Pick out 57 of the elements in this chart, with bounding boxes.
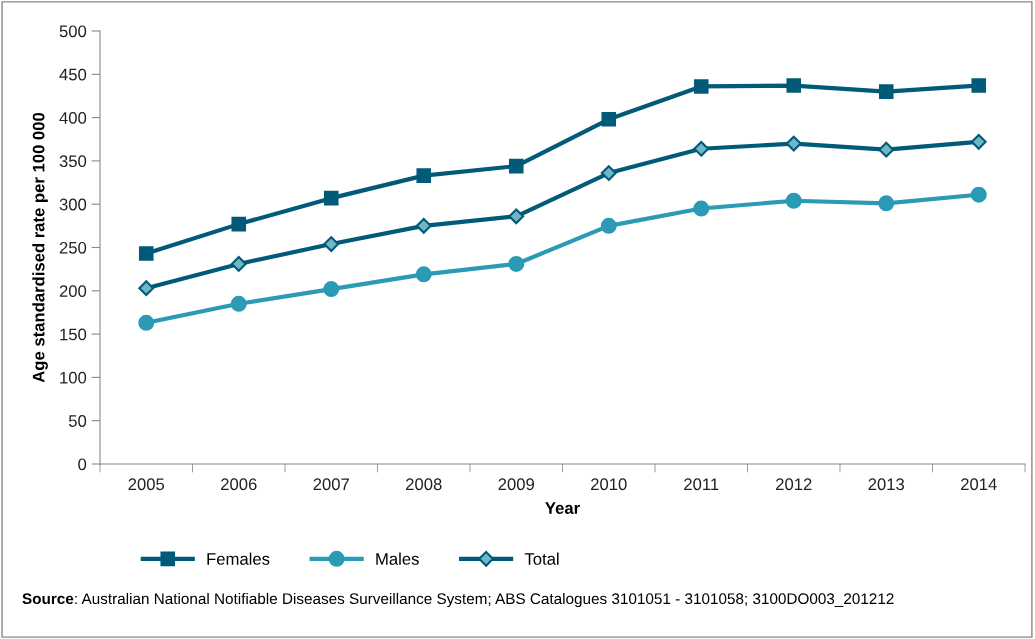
point bbox=[508, 255, 525, 272]
x-tick-label: 2008 bbox=[406, 478, 442, 491]
point bbox=[786, 78, 802, 93]
y-tick-label: 250 bbox=[59, 241, 87, 254]
point bbox=[508, 158, 524, 174]
point bbox=[971, 78, 987, 93]
y-tick-label: 150 bbox=[60, 328, 87, 341]
x-tick-label: 2010 bbox=[591, 478, 627, 491]
y-tick-label: 450 bbox=[59, 68, 87, 81]
point bbox=[785, 135, 802, 152]
point bbox=[138, 280, 155, 297]
point bbox=[323, 190, 339, 206]
point bbox=[230, 295, 247, 312]
point bbox=[323, 281, 340, 298]
point bbox=[138, 314, 155, 331]
x-tick-label: 2014 bbox=[961, 478, 997, 491]
x-tick-label: 2006 bbox=[221, 478, 257, 491]
point bbox=[230, 256, 247, 272]
point bbox=[785, 192, 802, 209]
point bbox=[138, 246, 154, 261]
point bbox=[693, 140, 710, 157]
x-axis-title: Year bbox=[545, 502, 580, 514]
y-tick-label: 100 bbox=[60, 371, 87, 384]
point bbox=[693, 200, 710, 217]
legend-label: Females bbox=[207, 552, 270, 565]
x-tick-label: 2009 bbox=[498, 478, 534, 491]
x-tick-label: 2005 bbox=[128, 478, 165, 491]
point bbox=[231, 216, 247, 232]
y-tick-label: 500 bbox=[59, 25, 87, 38]
point bbox=[600, 165, 617, 181]
y-tick-label: 50 bbox=[68, 415, 87, 427]
x-tick-label: 2007 bbox=[313, 478, 349, 491]
point bbox=[693, 79, 709, 94]
point bbox=[878, 195, 895, 212]
x-tick-label: 2011 bbox=[684, 478, 719, 491]
point bbox=[601, 112, 617, 127]
x-tick-label: 2013 bbox=[868, 478, 905, 491]
point bbox=[600, 217, 617, 234]
y-tick-label: 350 bbox=[59, 155, 87, 168]
y-tick-label: 200 bbox=[59, 285, 87, 297]
point bbox=[415, 266, 432, 283]
y-tick-label: 400 bbox=[59, 112, 87, 124]
x-tick-label: 2012 bbox=[776, 478, 812, 491]
y-axis-title: Age standardised rate per 100 000 bbox=[32, 112, 48, 383]
point bbox=[970, 186, 987, 203]
legend-label: Males bbox=[376, 552, 419, 565]
y-tick-label: 300 bbox=[59, 198, 87, 211]
source-note: Source: Australian National Notifiable Diseases Surveillance System; ABS Catalogues 3101051 - 3101058; 3100DO003_201212 bbox=[22, 592, 894, 608]
point bbox=[878, 141, 895, 158]
point bbox=[970, 133, 987, 150]
y-tick-label: 0 bbox=[78, 458, 87, 471]
point bbox=[416, 168, 432, 183]
point bbox=[508, 208, 525, 225]
legend-label: Total bbox=[524, 552, 559, 565]
point bbox=[878, 84, 894, 99]
point bbox=[415, 217, 432, 234]
point bbox=[323, 236, 340, 252]
